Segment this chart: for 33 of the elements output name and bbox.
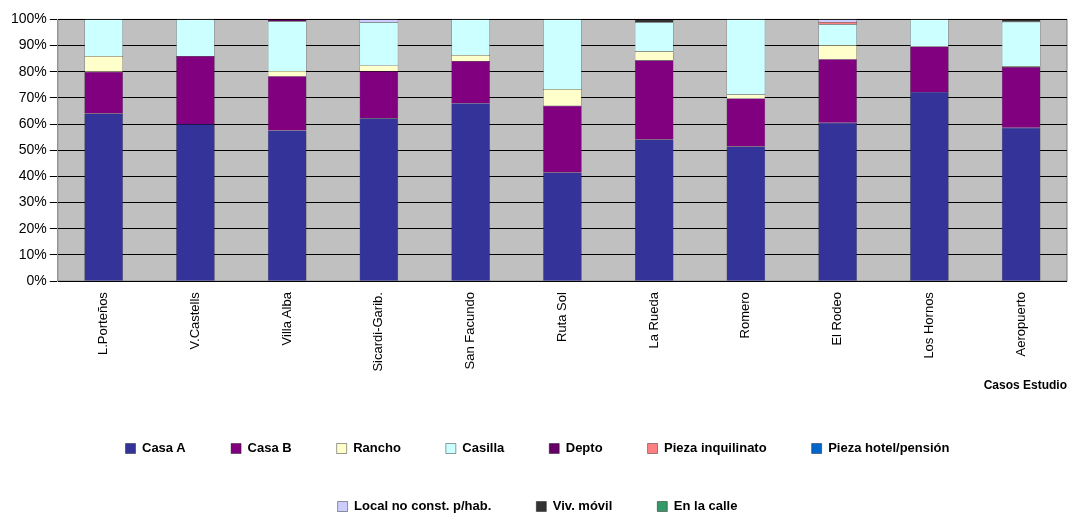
y-tick-label: 40%	[18, 167, 47, 184]
y-tick-label: 50%	[18, 141, 47, 158]
x-tick-label: Los Hornos	[920, 291, 936, 359]
x-tick-label: L.Porteños	[95, 291, 111, 356]
legend-label: En la calle	[673, 498, 738, 514]
legend-label: Casa A	[142, 440, 187, 456]
x-tick-label: San Facundo	[462, 292, 478, 370]
y-tick-label: 30%	[18, 193, 47, 210]
y-tick-label: 60%	[18, 114, 47, 131]
y-tick-label: 70%	[18, 88, 47, 105]
y-tick-label: 80%	[18, 62, 47, 79]
y-tick-label: 0%	[26, 271, 47, 288]
legend-label: Casilla	[462, 440, 506, 456]
x-tick-label: Romero	[737, 292, 753, 339]
legend-label: Depto	[565, 440, 603, 456]
x-tick-label: Ruta Sol	[553, 292, 569, 343]
x-tick-label: Aeropuerto	[1012, 292, 1028, 357]
legend-label: Local no const. p/hab.	[354, 498, 492, 514]
x-axis-title: Casos Estudio	[983, 378, 1067, 393]
x-tick-label: Villa Alba	[278, 291, 294, 346]
legend-label: Viv. móvil	[552, 498, 613, 514]
x-tick-label: V.Castells	[187, 291, 202, 350]
legend-label: Casa B	[247, 440, 292, 456]
legend-label: Rancho	[353, 440, 401, 456]
y-tick-label: 20%	[18, 219, 47, 236]
x-tick-label: El Rodeo	[829, 292, 845, 346]
y-tick-label: 100%	[10, 10, 47, 27]
y-tick-label: 10%	[18, 245, 47, 262]
legend-label: Pieza hotel/pensión	[828, 440, 950, 456]
x-tick-label: La Rueda	[645, 291, 661, 349]
legend-label: Pieza inquilinato	[664, 440, 767, 456]
y-tick-label: 90%	[18, 36, 47, 53]
x-tick-label: Sicardi-Garib.	[370, 292, 386, 372]
